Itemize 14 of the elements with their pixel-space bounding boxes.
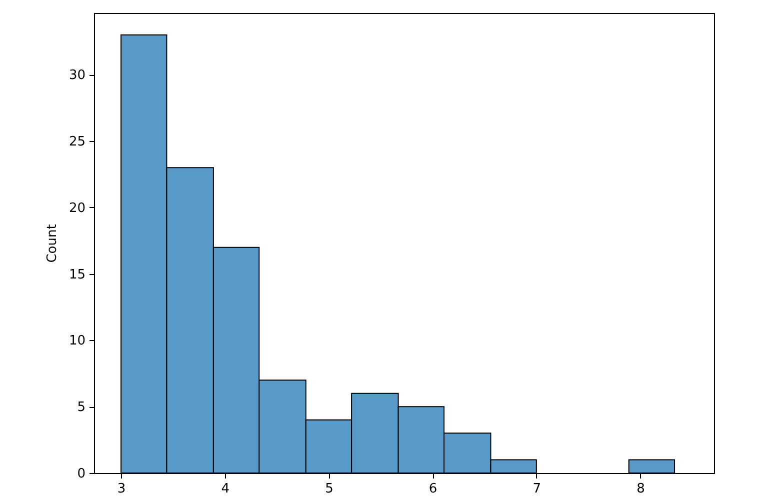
y-axis-title: Count <box>44 224 60 263</box>
x-tick-label: 6 <box>428 482 438 496</box>
y-tick-label: 30 <box>68 68 86 84</box>
y-tick-label: 20 <box>68 200 86 216</box>
y-tick-label: 15 <box>68 267 86 282</box>
y-tick-label: 5 <box>77 400 86 416</box>
x-tick-label: 4 <box>221 482 230 496</box>
x-tick-label: 5 <box>325 482 334 496</box>
y-tick-label: 25 <box>68 134 86 150</box>
x-tick-label: 7 <box>532 482 542 496</box>
x-tick-label: 3 <box>117 482 126 496</box>
x-tick-label: 8 <box>636 482 645 496</box>
y-tick-label: 0 <box>77 466 86 482</box>
y-tick-label: 10 <box>68 334 86 349</box>
